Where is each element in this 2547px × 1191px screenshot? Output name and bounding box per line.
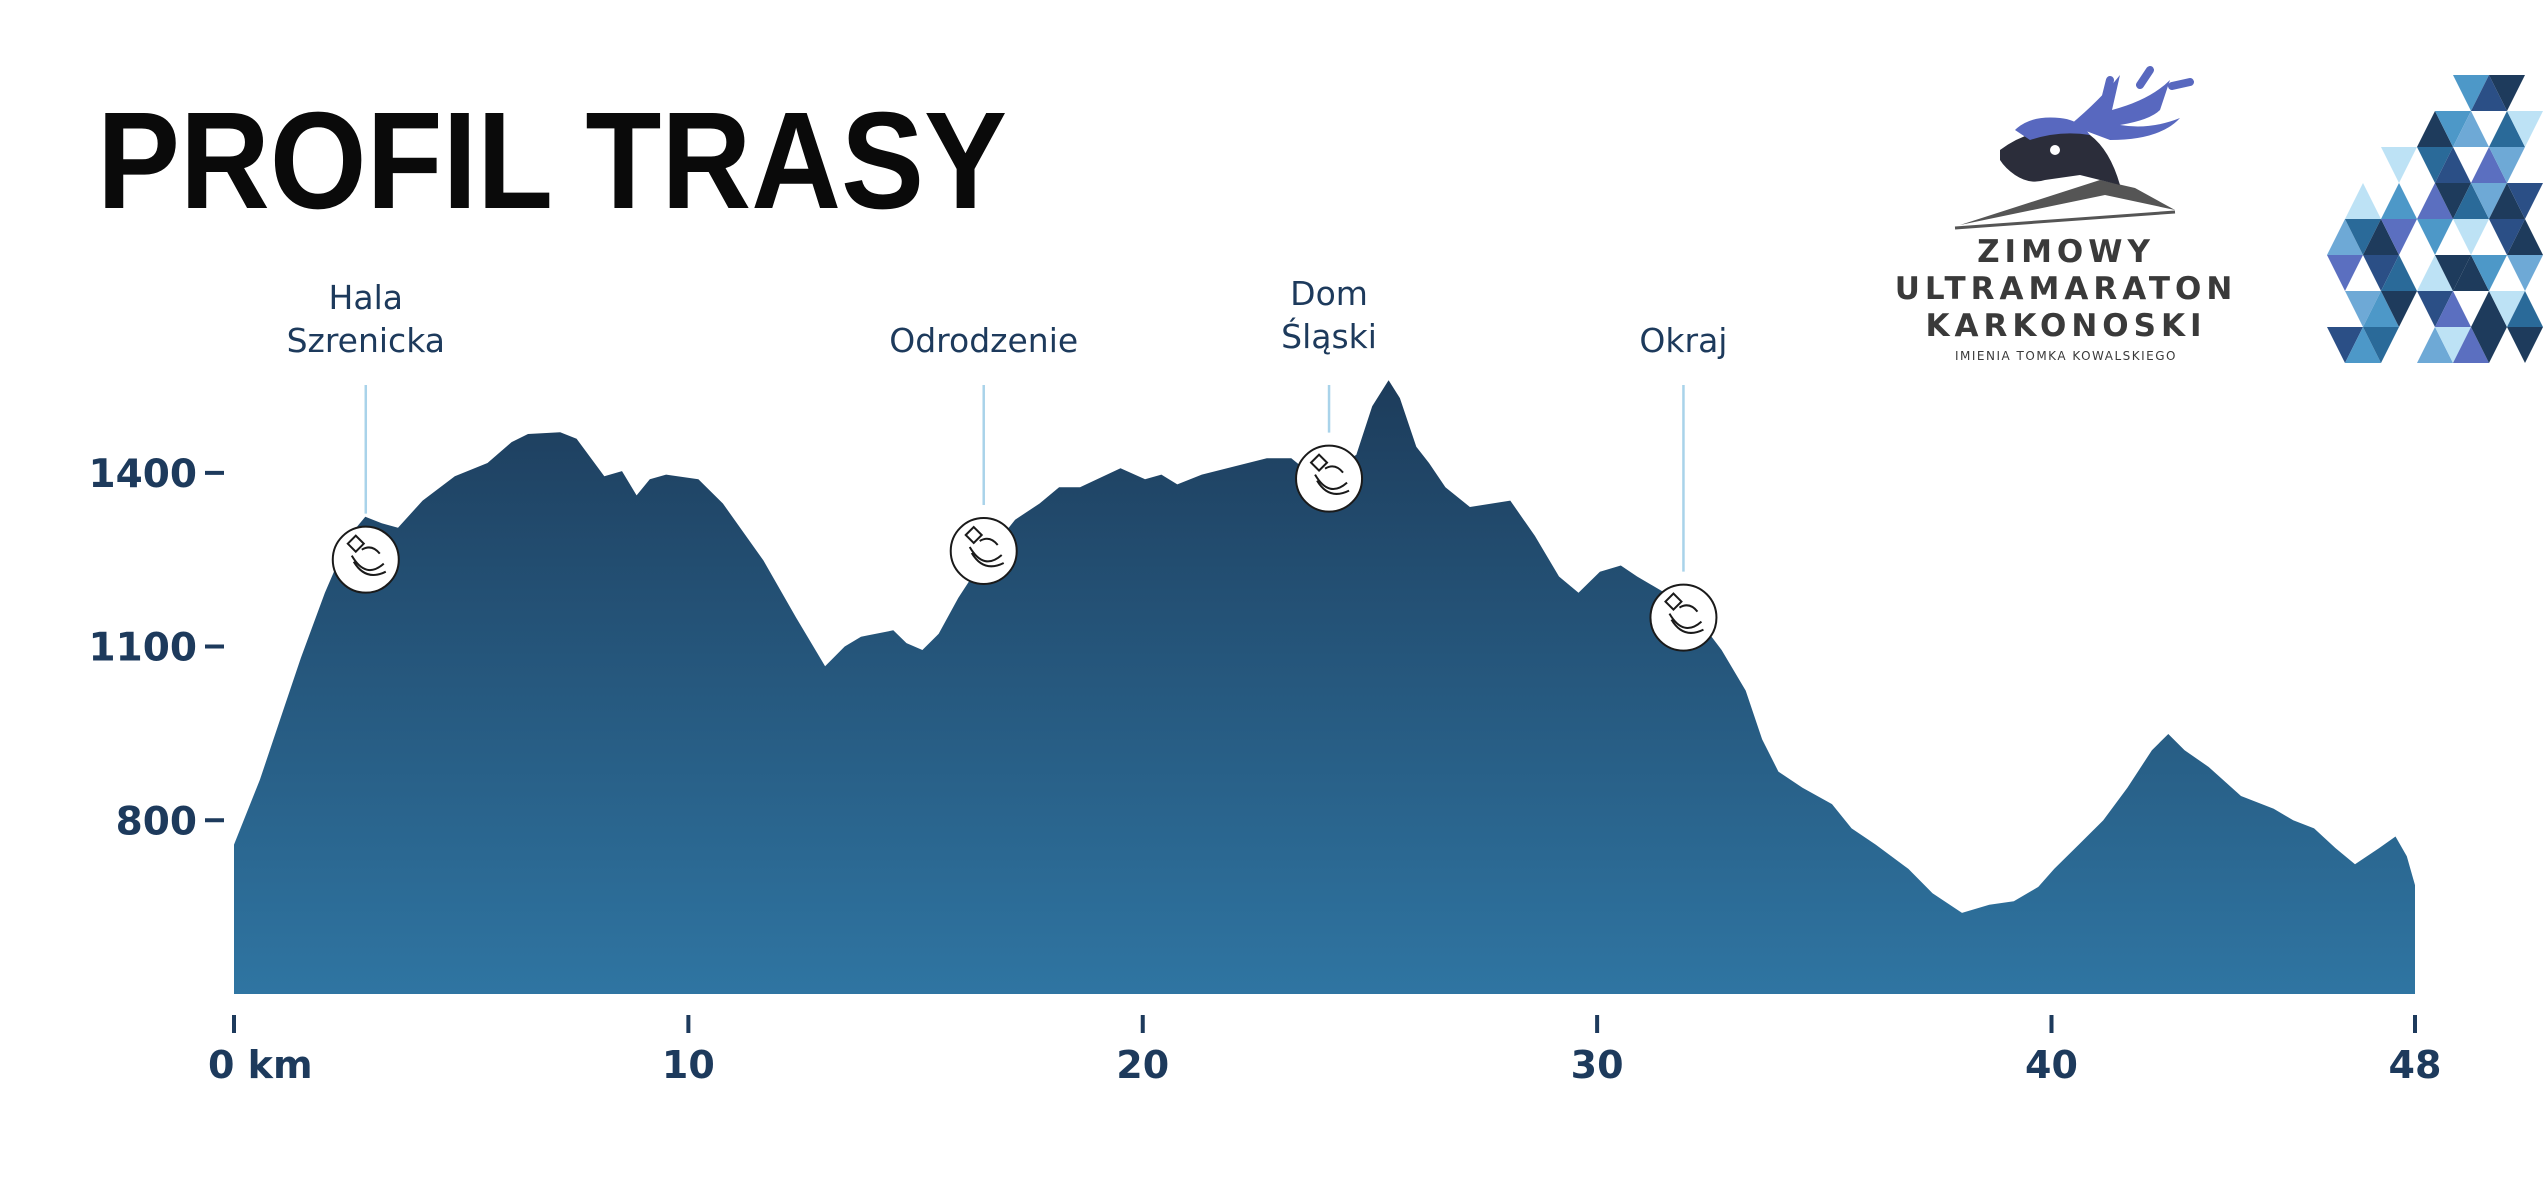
mosaic-triangle — [2381, 255, 2417, 291]
x-tick-label: 10 — [662, 1043, 715, 1087]
mosaic-triangle — [2381, 219, 2417, 255]
mosaic-triangle — [2453, 327, 2489, 363]
mosaic-triangle — [2381, 147, 2417, 183]
mosaic-triangle — [2453, 255, 2489, 291]
x-tick-label: 30 — [1571, 1043, 1624, 1087]
mosaic-triangle — [2507, 327, 2543, 363]
marker-icon — [1664, 592, 1704, 634]
mosaic-triangle — [2489, 183, 2525, 219]
marker-icon — [1309, 453, 1350, 495]
mosaic-triangle — [2435, 111, 2471, 147]
x-tick-label: 40 — [2025, 1043, 2078, 1087]
mosaic-triangle — [2381, 183, 2417, 219]
marker-circle — [949, 516, 1018, 585]
waypoint-label: Hala — [329, 278, 403, 317]
mosaic-triangle — [2507, 183, 2543, 219]
mosaic-triangle — [2435, 147, 2471, 183]
waypoint-marker — [1295, 444, 1364, 513]
mosaic-triangle — [2327, 255, 2363, 291]
mosaic-triangle — [2435, 291, 2471, 327]
mosaic-triangle — [2363, 255, 2399, 291]
mosaic-triangle — [2489, 111, 2525, 147]
mosaic-triangle — [2363, 327, 2399, 363]
waypoint-label: Szrenicka — [287, 321, 445, 360]
mosaic-triangle — [2435, 183, 2471, 219]
mosaic-triangle — [2417, 219, 2453, 255]
waypoint-marker — [949, 516, 1018, 585]
logo-line: KARKONOSKI — [1925, 308, 2206, 344]
waypoint-marker — [331, 525, 400, 594]
mosaic-triangle — [2471, 183, 2507, 219]
waypoint-marker — [1649, 583, 1718, 652]
mosaic-triangle — [2453, 183, 2489, 219]
mosaic-triangle — [2435, 327, 2471, 363]
mosaic-triangle — [2345, 219, 2381, 255]
mosaic-triangle — [2471, 327, 2507, 363]
mosaic-triangle — [2453, 75, 2489, 111]
logo-subtitle: IMIENIA TOMKA KOWALSKIEGO — [1955, 349, 2177, 363]
mosaic-triangle — [2327, 327, 2363, 363]
mosaic-triangle — [2453, 219, 2489, 255]
y-tick-label: 1400 — [88, 452, 197, 497]
mosaic-triangle — [2471, 291, 2507, 327]
mosaic-triangle — [2345, 291, 2381, 327]
mosaic-triangle — [2507, 255, 2543, 291]
triangle-mosaic — [2327, 75, 2543, 363]
mosaic-triangle — [2381, 291, 2417, 327]
mosaic-triangle — [2417, 291, 2453, 327]
y-tick-label: 800 — [116, 799, 197, 844]
mosaic-triangle — [2417, 255, 2453, 291]
marker-circle — [1649, 583, 1718, 652]
mosaic-triangle — [2471, 147, 2507, 183]
marker-circle — [331, 525, 400, 594]
x-tick-label: 0 km — [208, 1043, 313, 1087]
waypoint-label: Odrodzenie — [889, 321, 1078, 360]
mosaic-triangle — [2489, 147, 2525, 183]
x-tick-label: 20 — [1116, 1043, 1169, 1087]
x-tick-label: 48 — [2389, 1043, 2442, 1087]
marker-icon — [346, 534, 387, 576]
mosaic-triangle — [2417, 327, 2453, 363]
mosaic-triangle — [2417, 183, 2453, 219]
mosaic-triangle — [2363, 219, 2399, 255]
logo-icon — [1954, 66, 2194, 230]
waypoint-label: Śląski — [1281, 316, 1377, 356]
mosaic-triangle — [2345, 327, 2381, 363]
mosaic-triangle — [2345, 183, 2381, 219]
mosaic-triangle — [2489, 219, 2525, 255]
mosaic-triangle — [2417, 147, 2453, 183]
mosaic-triangle — [2453, 111, 2489, 147]
mosaic-triangle — [2507, 111, 2543, 147]
y-tick-label: 1100 — [88, 626, 197, 671]
waypoint-label: Okraj — [1639, 321, 1727, 360]
logo-line: ZIMOWY — [1977, 234, 2155, 270]
mosaic-triangle — [2507, 219, 2543, 255]
mosaic-triangle — [2489, 291, 2525, 327]
logo-line: ULTRAMARATON — [1895, 271, 2238, 307]
mosaic-triangle — [2507, 291, 2543, 327]
mosaic-triangle — [2435, 255, 2471, 291]
mosaic-triangle — [2363, 291, 2399, 327]
mosaic-triangle — [2471, 255, 2507, 291]
mosaic-triangle — [2471, 75, 2507, 111]
elevation-area — [234, 380, 2415, 994]
marker-circle — [1295, 444, 1364, 513]
marker-icon — [964, 525, 1005, 568]
chart-title: PROFIL TRASY — [97, 84, 1007, 238]
waypoint-label: Dom — [1290, 274, 1368, 313]
mosaic-triangle — [2327, 219, 2363, 255]
mosaic-triangle — [2489, 75, 2525, 111]
mosaic-triangle — [2417, 111, 2453, 147]
